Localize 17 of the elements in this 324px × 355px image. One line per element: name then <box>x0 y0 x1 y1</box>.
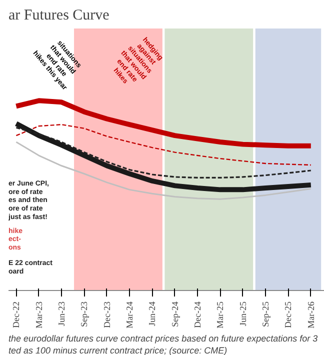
x-tick-label: Dec-22 <box>11 301 22 328</box>
x-tick-label: Jun-24 <box>147 301 158 326</box>
x-tick-label: Mar-23 <box>34 301 44 328</box>
x-tick-label: Mar-24 <box>124 301 135 328</box>
x-tick-label: Mar-25 <box>215 301 226 328</box>
x-tick-label: Dec-23 <box>102 301 112 328</box>
text: ted as 100 minus current contract price; (source: CME) <box>8 346 228 355</box>
x-tick-label: Dec-24 <box>192 301 203 328</box>
x-tick-label: Dec-25 <box>283 301 294 328</box>
chart-title: ar Futures Curve <box>8 8 110 24</box>
x-tick-label: Jun-25 <box>238 301 248 326</box>
x-tick-label: Sep-24 <box>170 301 180 327</box>
x-tick-label: Sep-25 <box>260 301 271 327</box>
x-tick-label: Sep-23 <box>79 301 90 327</box>
x-tick-label: Mar-26 <box>306 301 316 328</box>
x-tick-label: Jun-23 <box>56 301 67 326</box>
text: the eurodollar futures curve contract prices based on future expectations for 3 <box>8 334 318 344</box>
